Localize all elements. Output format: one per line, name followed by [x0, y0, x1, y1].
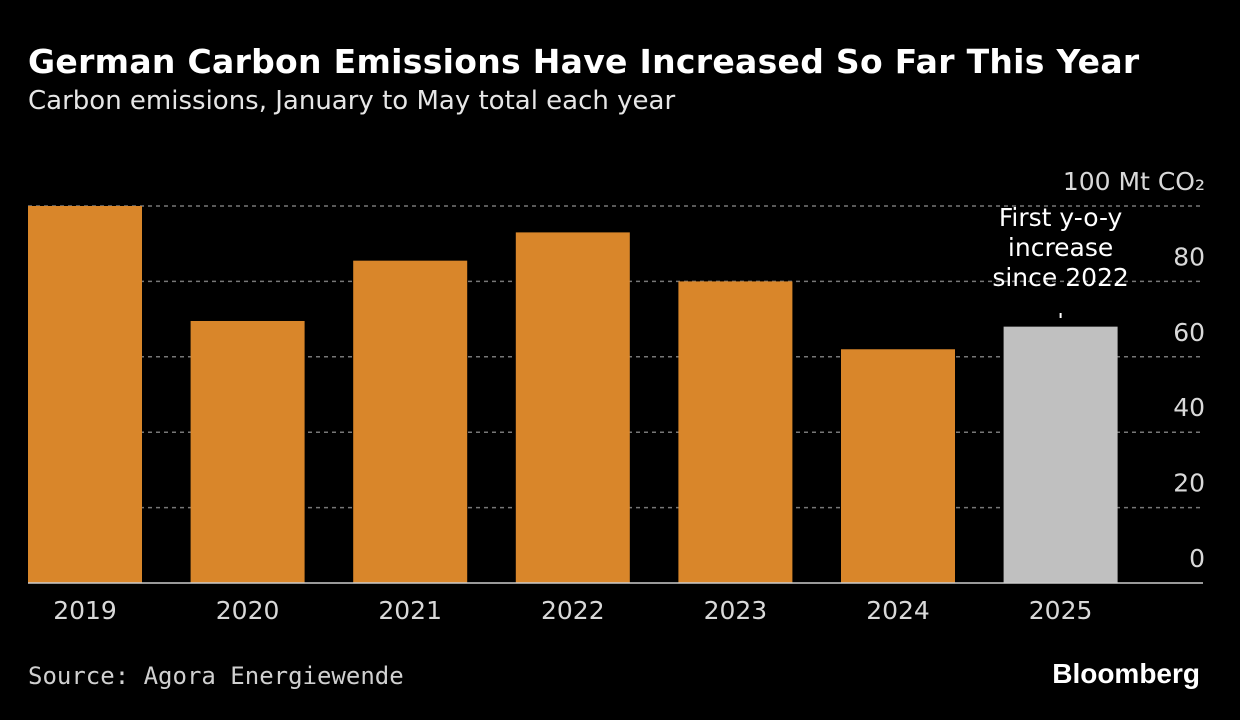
- bar-2020: [190, 320, 305, 583]
- x-tick-label: 2023: [704, 596, 768, 625]
- x-tick-label: 2025: [1029, 596, 1093, 625]
- bar-2023: [678, 281, 793, 583]
- bar-2024: [841, 349, 955, 583]
- x-tick-label: 2022: [541, 596, 605, 625]
- x-tick-label: 2020: [216, 596, 280, 625]
- y-tick-label: 40: [1173, 393, 1205, 422]
- annotation-text: increase: [1008, 233, 1113, 262]
- x-tick-label: 2021: [378, 596, 442, 625]
- annotation-text: First y-o-y: [999, 203, 1123, 232]
- bar-2019: [28, 206, 142, 583]
- bar-2021: [353, 260, 468, 583]
- y-tick-label: 20: [1173, 469, 1205, 498]
- chart-title: German Carbon Emissions Have Increased S…: [28, 42, 1140, 81]
- bloomberg-logo: Bloomberg: [1052, 658, 1200, 689]
- y-tick-label: 0: [1189, 544, 1205, 573]
- source-note: Source: Agora Energiewende: [28, 662, 404, 690]
- x-tick-label: 2024: [866, 596, 930, 625]
- bar-2025: [1003, 326, 1118, 583]
- bar-2022: [515, 232, 630, 583]
- chart-subtitle: Carbon emissions, January to May total e…: [28, 86, 676, 116]
- annotation-text: since 2022: [992, 263, 1129, 292]
- y-tick-label: 60: [1173, 318, 1205, 347]
- y-tick-label: 80: [1173, 242, 1205, 271]
- y-tick-label: 100 Mt CO₂: [1063, 167, 1205, 196]
- x-tick-label: 2019: [53, 596, 117, 625]
